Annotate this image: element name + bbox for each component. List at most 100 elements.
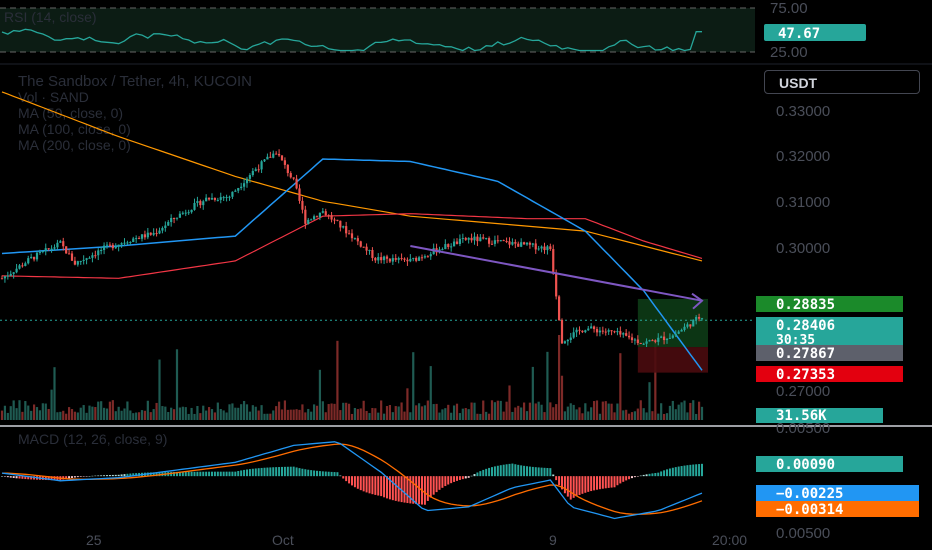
candle-body (487, 238, 491, 244)
macd-hist-bar (406, 476, 409, 504)
candle-body (266, 156, 269, 160)
volume-bar (671, 400, 674, 420)
macd-hist-bar (88, 476, 91, 477)
candle-body (327, 215, 330, 217)
price-tick: 0.27000 (776, 383, 830, 400)
volume-bar (572, 404, 575, 420)
volume-bar (692, 400, 695, 420)
volume-bar (286, 409, 289, 420)
macd-hist-bar (555, 476, 558, 481)
macd-signal-badge (756, 501, 919, 517)
macd-hist-bar (65, 476, 68, 479)
macd-hist-bar (540, 467, 543, 477)
price-tick: 0.30000 (776, 240, 830, 257)
macd-hist-bar (251, 468, 254, 477)
volume-bar (193, 413, 196, 420)
macd-hist-bar (106, 475, 108, 477)
volume-bar (353, 407, 357, 420)
volume-bar (391, 412, 394, 420)
macd-hist-bar (563, 476, 566, 494)
volume-badge (756, 408, 883, 423)
volume-bar (595, 400, 599, 420)
candle-body (307, 219, 310, 224)
candle-body (105, 244, 109, 246)
macd-hist-bar (21, 476, 24, 479)
trendline-arrow[interactable] (410, 245, 704, 310)
macd-hist-bar (132, 473, 135, 477)
macd-hist-bar (213, 471, 216, 477)
volume-bar (111, 400, 114, 420)
candle-body (280, 155, 284, 161)
volume-bar (254, 406, 257, 420)
volume-bar (187, 413, 190, 420)
volume-bar (18, 400, 21, 420)
currency-button[interactable]: USDT (764, 70, 920, 94)
macd-hist-badge (756, 456, 903, 472)
macd-hist-bar (351, 476, 353, 486)
volume-bar (549, 402, 552, 420)
macd-hist-bar (584, 476, 587, 493)
candle-body (412, 257, 415, 259)
volume-bar (38, 410, 42, 420)
candle-body (237, 188, 240, 191)
volume-bar (578, 407, 581, 420)
candle-body (304, 209, 307, 224)
volume-bar (657, 413, 660, 420)
volume-bar (517, 405, 520, 420)
macd-hist-bar (178, 471, 181, 477)
macd-hist-bar (219, 471, 222, 477)
candle-body (353, 238, 357, 240)
volume-bar (310, 411, 313, 420)
macd-hist-bar (403, 476, 406, 503)
volume-label: 31.56K (776, 408, 827, 424)
macd-hist-bar (485, 468, 488, 477)
macd-hist-bar (27, 476, 30, 480)
rsi-legend: RSI (14, close) (4, 9, 97, 25)
candle-body (630, 337, 634, 341)
volume-bar (32, 404, 36, 420)
volume-bar (225, 412, 228, 420)
stop-price-badge (756, 366, 903, 382)
volume-bar (604, 401, 607, 420)
volume-bar (543, 412, 546, 420)
macd-hist-bar (543, 467, 546, 477)
candle-body (216, 199, 219, 201)
volume-bar (420, 406, 424, 420)
ma100-legend: MA (100, close, 0) (18, 121, 131, 137)
volume-bar (149, 412, 152, 420)
candle-body (485, 238, 488, 240)
volume-bar (415, 405, 418, 420)
volume-bar (280, 409, 284, 420)
macd-hist-bar (228, 471, 231, 477)
candle-body (441, 249, 444, 251)
volume-bar (380, 400, 383, 420)
volume-bar (426, 400, 429, 420)
macd-hist-bar (552, 474, 555, 477)
volume-bar (438, 412, 441, 420)
volume-bar (555, 404, 558, 420)
macd-hist-bar (423, 476, 426, 505)
candle-body (100, 249, 103, 251)
candle-body (59, 241, 62, 243)
candle-body (447, 244, 450, 247)
volume-bar (455, 403, 459, 420)
rsi-pane: RSI (14, close) 75.00 25.00 47.67 (0, 0, 866, 61)
macd-hist-bar (345, 476, 348, 482)
volume-bar (307, 408, 310, 420)
volume-bar (616, 403, 619, 420)
macd-hist-bar (359, 476, 362, 491)
volume-bar (117, 406, 120, 420)
volume-bar (423, 405, 427, 420)
volume-bar (196, 406, 199, 420)
macd-hist-bar (208, 471, 211, 477)
macd-hist-bar (356, 476, 359, 489)
candle-body (426, 256, 429, 258)
candle-body (62, 241, 65, 247)
candle-body (490, 243, 494, 245)
candle-body (587, 328, 590, 331)
macd-hist-bar (470, 475, 473, 477)
macd-hist-bar (444, 476, 447, 487)
candle-body (85, 258, 88, 260)
volume-bar (377, 412, 380, 420)
